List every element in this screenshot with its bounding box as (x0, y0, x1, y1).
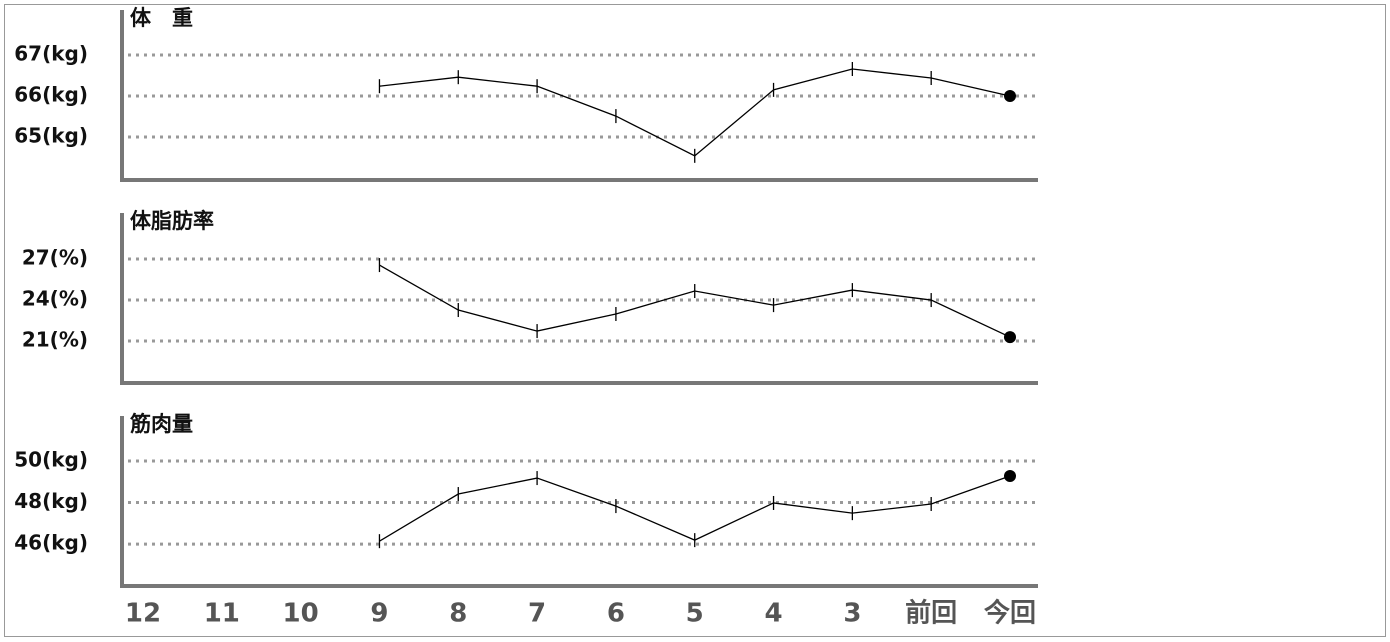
y-tick-label: 24(%) (22, 287, 88, 311)
x-tick-label: 7 (528, 599, 546, 629)
point (1004, 90, 1016, 103)
y-tick-label: 65(kg) (14, 123, 88, 147)
y-tick-label: 27(%) (22, 246, 88, 270)
point (1004, 469, 1016, 482)
y-tick-label: 66(kg) (14, 83, 88, 107)
line (379, 475, 1011, 542)
frame (4, 4, 1386, 637)
x-tick-label: 3 (843, 599, 861, 629)
line (379, 68, 1011, 157)
y-tick-label: 21(%) (22, 328, 88, 352)
y-tick-label: 48(kg) (14, 489, 88, 513)
x-tick-label: 前回 (905, 598, 957, 629)
x-tick-label: 10 (283, 599, 319, 629)
chart-title: 体脂肪率 (130, 209, 214, 233)
x-tick-label: 8 (449, 599, 467, 629)
y-tick-label: 67(kg) (14, 42, 88, 66)
x-tick-label: 12 (125, 599, 161, 629)
y-tick-label: 50(kg) (14, 448, 88, 472)
x-tick-label: 9 (370, 599, 388, 629)
chart-title: 筋肉量 (129, 412, 193, 436)
point (1004, 331, 1016, 344)
x-tick-label: 11 (204, 599, 240, 629)
x-tick-label: 5 (686, 599, 704, 629)
x-tick-label: 今回 (984, 598, 1036, 629)
y-tick-label: 46(kg) (14, 531, 88, 555)
x-tick-label: 4 (764, 599, 782, 629)
chart-title: 体 重 (130, 6, 193, 30)
x-tick-label: 6 (607, 599, 625, 629)
